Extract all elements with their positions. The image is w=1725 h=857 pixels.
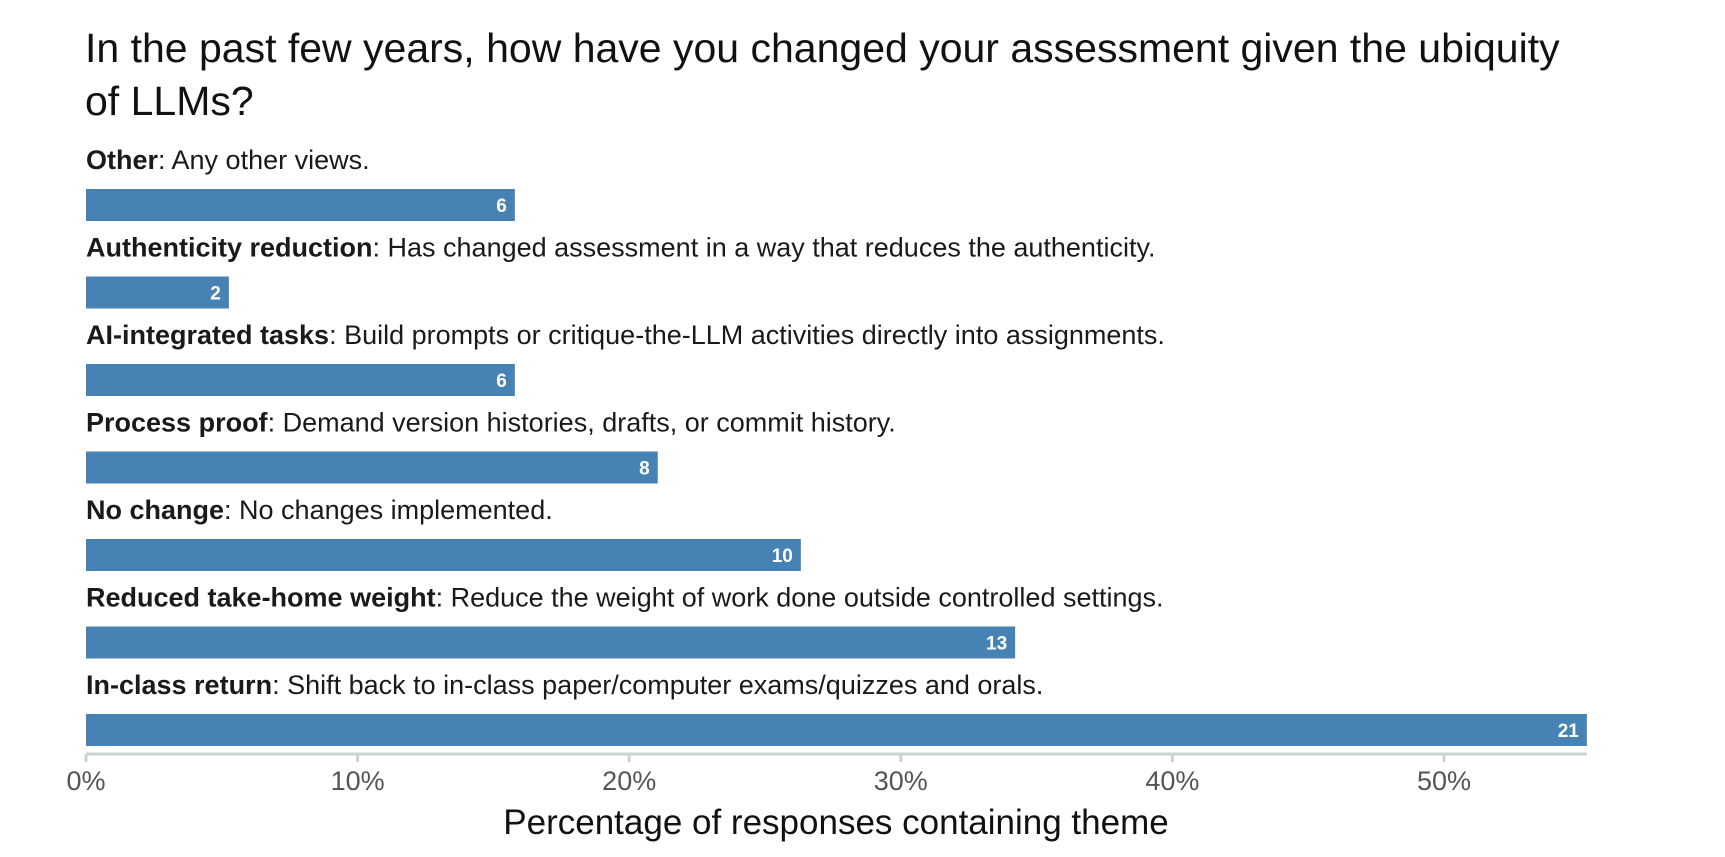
category-label: Process proof: Demand version histories,… — [86, 408, 896, 438]
category-description: : Shift back to in-class paper/computer … — [272, 670, 1043, 700]
x-axis-ticks: 0% 10% 20% 30% 40% 50% — [66, 754, 1471, 796]
x-tick-label: 50% — [1417, 766, 1471, 796]
category-name: No change — [86, 495, 224, 525]
chart-title: In the past few years, how have you chan… — [85, 25, 1560, 124]
x-tick-label: 40% — [1145, 766, 1199, 796]
bar-value-label: 8 — [639, 459, 650, 480]
category-name: In-class return — [86, 670, 272, 700]
bar-value-label: 10 — [772, 546, 793, 567]
category-description: : Demand version histories, drafts, or c… — [268, 408, 896, 438]
category-description: : Build prompts or critique-the-LLM acti… — [329, 320, 1165, 350]
category-name: Authenticity reduction — [86, 233, 373, 263]
category-label: In-class return: Shift back to in-class … — [86, 670, 1043, 700]
x-axis-title: Percentage of responses containing theme — [503, 803, 1168, 842]
x-tick-label: 20% — [602, 766, 656, 796]
bar-value-label: 2 — [210, 284, 221, 305]
bar — [86, 189, 515, 221]
category-name: Process proof — [86, 408, 269, 438]
category-label: AI-integrated tasks: Build prompts or cr… — [86, 320, 1165, 350]
category-name: Other — [86, 145, 159, 175]
bar-value-label: 13 — [986, 634, 1007, 655]
bar — [86, 539, 801, 571]
bar — [86, 451, 658, 484]
category-name: Reduced take-home weight — [86, 583, 436, 613]
category-description: : Has changed assessment in a way that r… — [373, 233, 1156, 263]
category-description: : Any other views. — [158, 145, 370, 175]
category-label: No change: No changes implemented. — [86, 495, 553, 525]
category-description: : No changes implemented. — [224, 495, 553, 525]
bar-value-label: 6 — [496, 371, 507, 392]
bar — [86, 626, 1016, 659]
bar-value-label: 21 — [1558, 721, 1580, 742]
x-tick-label: 10% — [331, 766, 385, 796]
category-name: AI-integrated tasks — [86, 320, 329, 350]
category-label: Other: Any other views. — [86, 145, 370, 175]
bars-layer: Other: Any other views. 6 Authenticity red… — [86, 145, 1587, 746]
category-label: Authenticity reduction: Has changed asse… — [86, 233, 1155, 263]
bar — [86, 276, 229, 309]
bar — [86, 714, 1587, 746]
x-tick-label: 0% — [66, 766, 105, 796]
bar — [86, 364, 515, 396]
category-label: Reduced take-home weight: Reduce the wei… — [86, 583, 1164, 613]
x-tick-label: 30% — [874, 766, 928, 796]
category-description: : Reduce the weight of work done outside… — [436, 583, 1164, 613]
bar-value-label: 6 — [496, 196, 507, 217]
